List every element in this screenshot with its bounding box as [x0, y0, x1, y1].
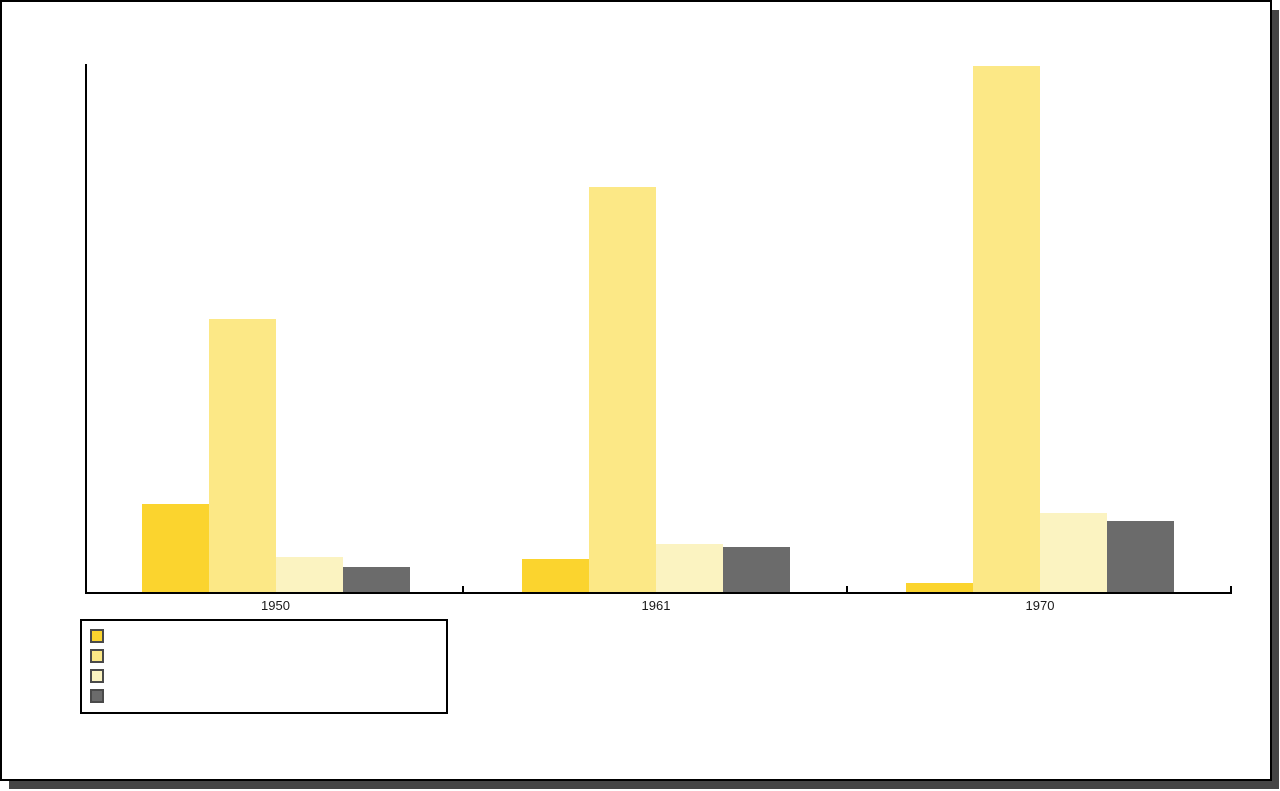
bar-1961-series-1 [522, 559, 589, 592]
bar-1950-series-4 [342, 567, 410, 592]
bar-1970-series-1 [906, 583, 973, 592]
bar-1950-series-1 [141, 504, 209, 592]
bar-1961-series-3 [656, 544, 723, 592]
legend-item [90, 626, 438, 646]
y-axis-line [85, 64, 87, 594]
legend-swatch-produzierendes-gewerbe [90, 649, 104, 663]
x-axis-line [85, 592, 1232, 594]
legend-swatch-handel-verkehr [90, 669, 104, 683]
x-axis-tick-label: 1961 [641, 598, 671, 613]
legend-item [90, 666, 438, 686]
bar-1970-series-2 [973, 66, 1040, 592]
legend-item [90, 686, 438, 706]
x-axis-tick-label: 1970 [1025, 598, 1055, 613]
legend-item [90, 646, 438, 666]
bar-1950-series-3 [275, 557, 343, 592]
x-boundary-tick [1230, 586, 1232, 592]
bar-1970-series-3 [1040, 513, 1107, 592]
bar-1961-series-4 [723, 547, 790, 592]
bar-1961-series-2 [589, 187, 656, 592]
legend-swatch-sonstige [90, 689, 104, 703]
bar-1950-series-2 [208, 319, 276, 592]
plot-area: 1950 1961 1970 [2, 2, 1270, 779]
bar-1970-series-4 [1107, 521, 1174, 592]
legend-swatch-land-forstwirtschaft [90, 629, 104, 643]
legend [80, 619, 448, 714]
x-axis-tick-label: 1950 [261, 598, 290, 613]
x-boundary-tick [846, 586, 848, 592]
x-boundary-tick [462, 586, 464, 592]
